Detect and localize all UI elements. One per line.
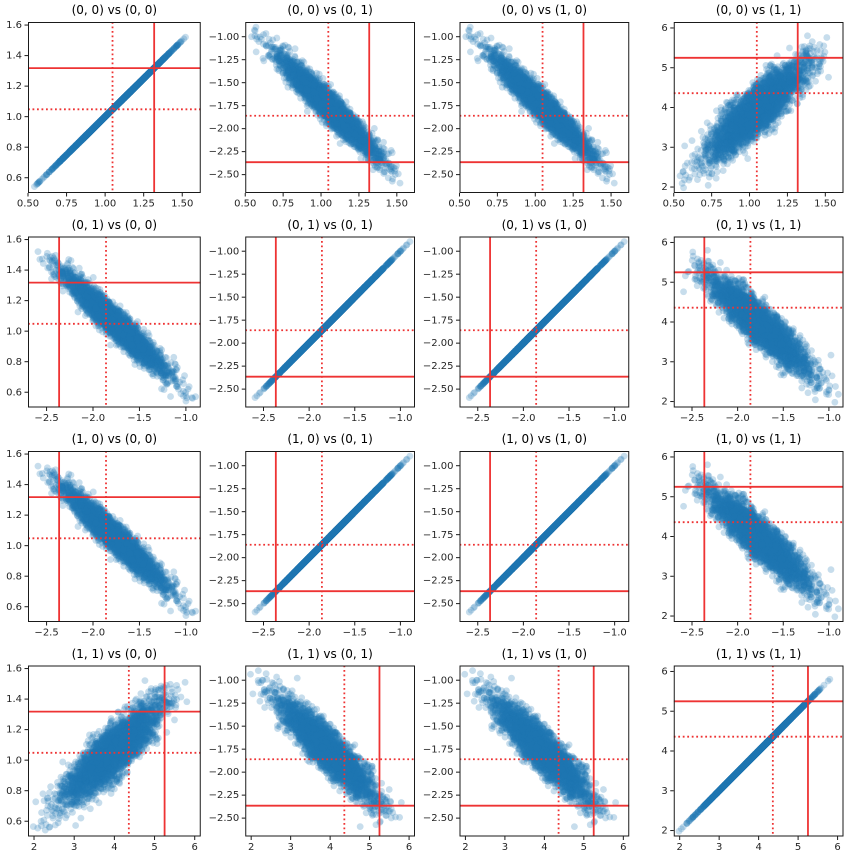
scatter-matrix-canvas xyxy=(0,0,857,858)
scatter-matrix-figure: (0, 0) vs (0, 0) (0, 0) vs (0, 1) (0, 0) v… xyxy=(0,0,857,858)
